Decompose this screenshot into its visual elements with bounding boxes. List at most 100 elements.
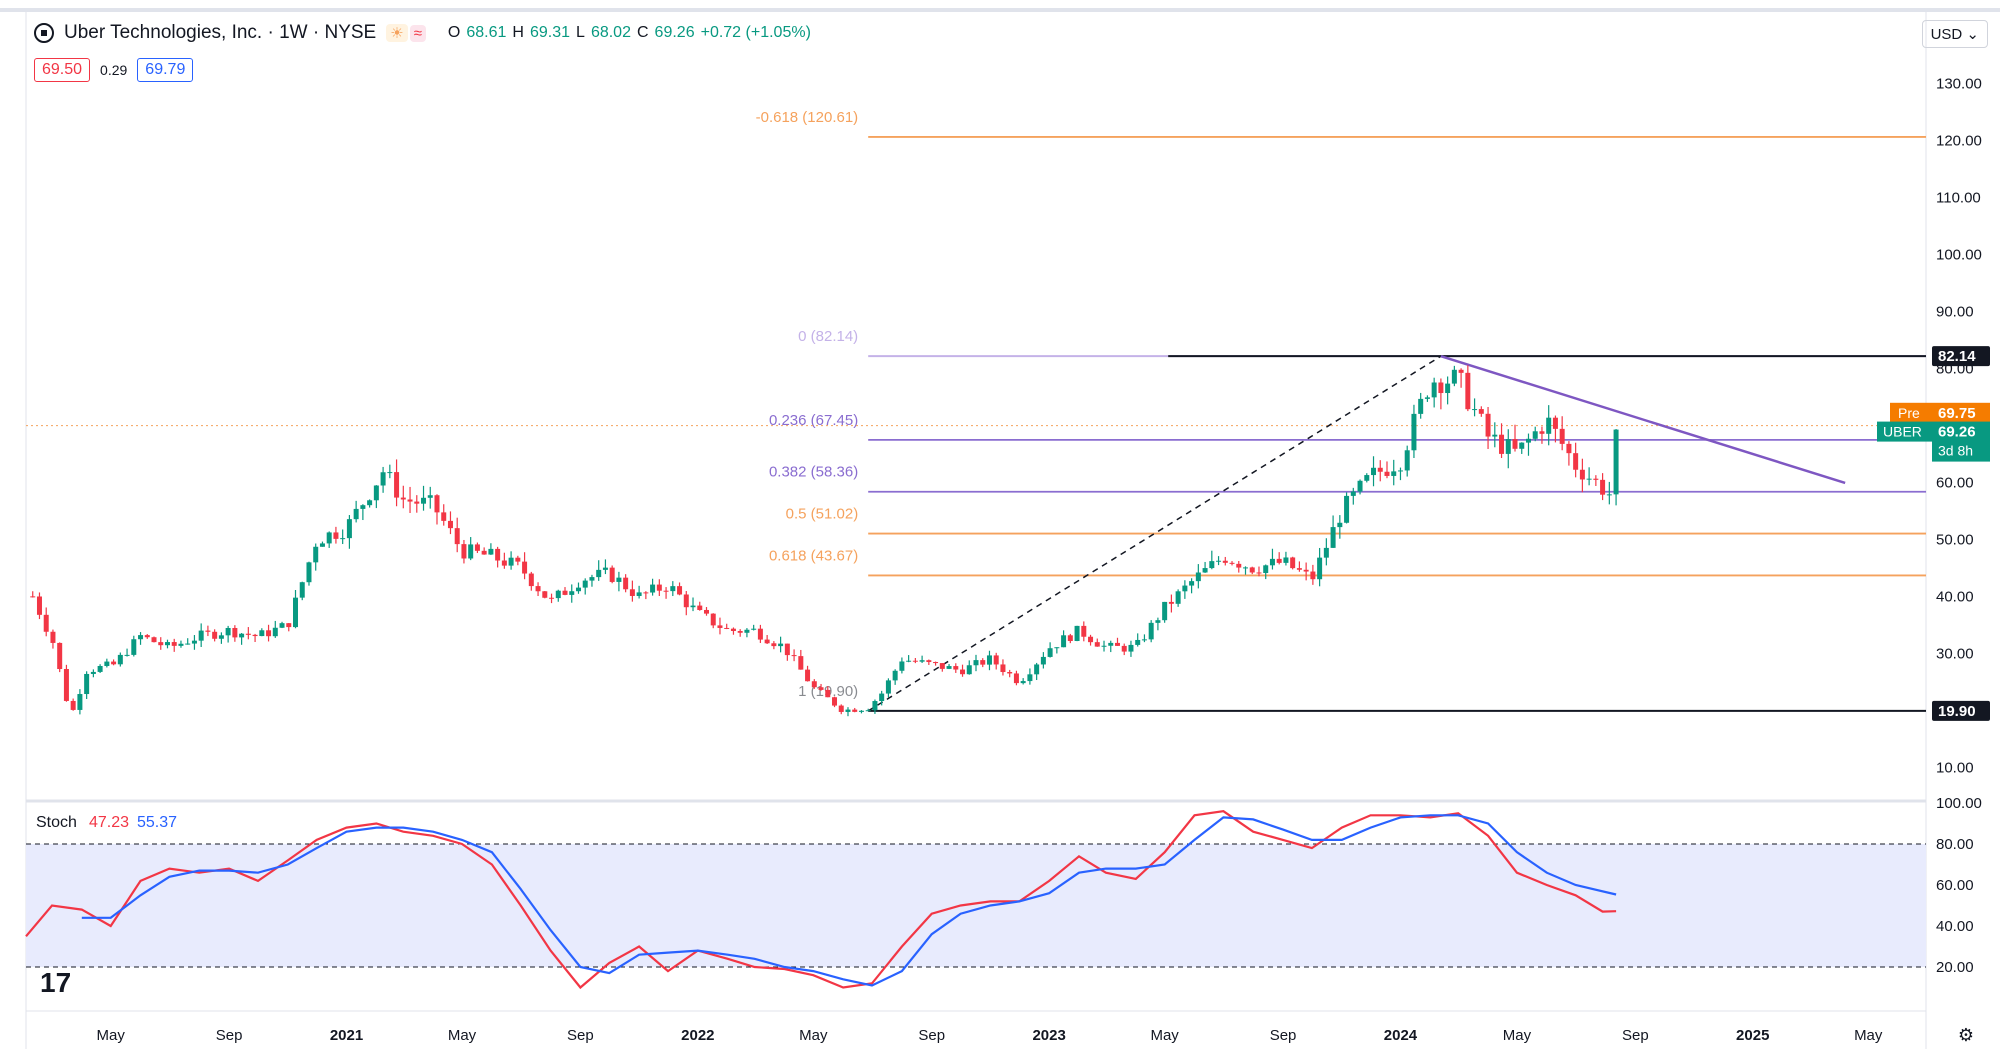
candle-body	[380, 472, 386, 486]
candle-body	[36, 596, 42, 615]
candle-body	[1317, 557, 1323, 580]
candle-body	[609, 567, 615, 582]
candle-body	[1222, 560, 1228, 563]
candle-body	[1013, 673, 1019, 684]
fib-level-label: -0.618 (120.61)	[756, 109, 859, 126]
candle-body	[1397, 470, 1403, 472]
candle-body	[549, 597, 555, 599]
candle-body	[333, 532, 339, 539]
candle-body	[171, 642, 177, 646]
candle-body	[1209, 561, 1215, 569]
price-tag	[1932, 700, 1990, 721]
candle-body	[407, 499, 413, 502]
candle-body	[858, 710, 864, 712]
candle-body	[798, 656, 804, 670]
candle-body	[1040, 656, 1046, 665]
candle-body	[1566, 443, 1572, 454]
candle-body	[427, 495, 433, 498]
candle-body	[1525, 438, 1531, 443]
candle-body	[960, 669, 966, 675]
candle-body	[1094, 642, 1100, 647]
candle-body	[1189, 581, 1195, 586]
candle-body	[218, 635, 224, 639]
candle-body	[326, 532, 332, 544]
price-change: +0.72 (+1.05%)	[700, 24, 811, 41]
y-tick-label: 10.00	[1936, 759, 1974, 776]
candle-body	[138, 635, 144, 640]
candle-body	[1276, 558, 1282, 563]
candle-body	[1236, 563, 1242, 568]
candle-body	[84, 673, 90, 695]
candle-body	[158, 642, 164, 646]
wave-icon[interactable]: ≈	[409, 24, 426, 42]
candle-body	[677, 586, 683, 595]
candle-body	[400, 497, 406, 500]
symbol-title[interactable]: Uber Technologies, Inc. · 1W · NYSE	[64, 22, 377, 43]
fib-level-label: 0.236 (67.45)	[769, 412, 858, 429]
candle-body	[1451, 369, 1457, 384]
candle-body	[191, 640, 197, 644]
candle-body	[481, 550, 487, 555]
candle-body	[1424, 397, 1430, 399]
candle-body	[569, 591, 575, 595]
candle-body	[286, 623, 292, 628]
candle-body	[70, 700, 76, 710]
chevron-down-icon: ⌄	[1966, 26, 1979, 43]
y-tick-label: 90.00	[1936, 303, 1974, 320]
candle-body	[1411, 413, 1417, 451]
x-tick-label: May	[1854, 1027, 1883, 1044]
candle-body	[1162, 601, 1168, 621]
candle-body	[63, 669, 69, 701]
candle-body	[1249, 567, 1255, 573]
candle-body	[1283, 557, 1289, 563]
candle-body	[1337, 522, 1343, 528]
price-tag-label: 19.90	[1938, 703, 1976, 720]
candle-body	[528, 573, 534, 587]
candle-body	[1155, 620, 1161, 623]
candle-body	[744, 629, 750, 633]
candle-body	[1256, 572, 1262, 574]
bid-price[interactable]: 69.50	[34, 58, 91, 82]
candle-body	[414, 501, 420, 504]
candle-body	[239, 633, 245, 638]
candle-body	[373, 485, 379, 501]
candle-body	[299, 582, 305, 598]
candle-body	[670, 586, 676, 592]
candle-body	[1067, 635, 1073, 641]
y-tick-label: 110.00	[1936, 189, 1981, 206]
candle-body	[1384, 471, 1390, 476]
candle-body	[966, 665, 972, 675]
candle-body	[43, 614, 49, 632]
candle-body	[90, 671, 96, 674]
candle-body	[832, 697, 838, 706]
candle-body	[117, 654, 123, 665]
candle-body	[185, 643, 191, 645]
candle-body	[616, 577, 622, 582]
candle-body	[1472, 409, 1478, 411]
candle-body	[582, 580, 588, 588]
sun-icon[interactable]: ☀	[386, 24, 408, 42]
candle-body	[1202, 568, 1208, 573]
candle-body	[1418, 398, 1424, 414]
candle-body	[1108, 642, 1114, 646]
stoch-y-tick: 80.00	[1936, 836, 1974, 853]
candle-body	[1458, 369, 1464, 373]
candle-body	[1438, 382, 1444, 394]
ask-price[interactable]: 69.79	[137, 58, 194, 82]
candle-body	[845, 709, 851, 712]
x-tick-label: 2024	[1384, 1027, 1418, 1044]
x-tick-label: May	[97, 1027, 126, 1044]
price-tag-label: 82.14	[1938, 348, 1976, 365]
candle-body	[885, 680, 891, 694]
y-tick-label: 100.00	[1936, 246, 1982, 263]
candle-body	[205, 630, 211, 632]
candle-body	[421, 497, 427, 504]
candle-body	[151, 637, 157, 643]
candle-body	[50, 631, 56, 643]
candle-body	[225, 627, 231, 636]
candle-body	[30, 596, 36, 598]
candle-body	[1579, 469, 1585, 480]
y-tick-label: 30.00	[1936, 645, 1974, 662]
currency-selector[interactable]: USD ⌄	[1921, 20, 1988, 48]
